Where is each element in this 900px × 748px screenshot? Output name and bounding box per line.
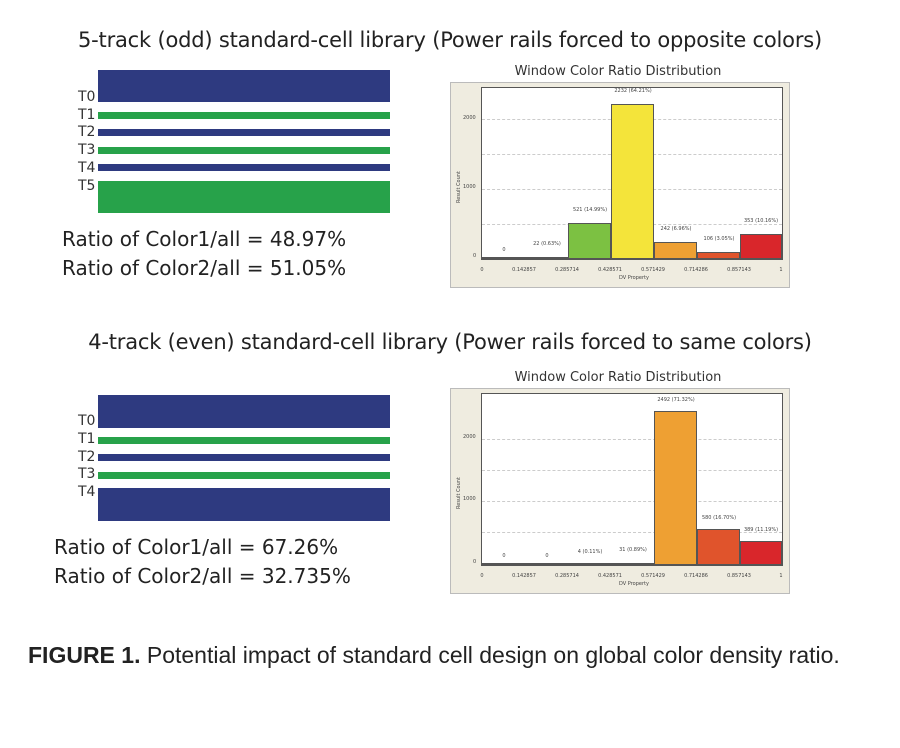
bar-label: 22 (0.63%) [533,241,561,247]
ytick: 1000 [463,496,476,502]
bar [654,411,697,565]
bar [697,529,740,565]
bar [740,234,782,259]
track-label: T0 [78,413,96,429]
track-label: T3 [78,466,96,482]
xtick: 0.428571 [598,573,622,579]
xtick: 0.571429 [641,267,665,273]
xtick: 0.714286 [684,267,708,273]
chart-1-plot: 0 22 (0.63%) 521 (14.99%) 2232 (64.21%) … [481,87,783,260]
track-bar-t2 [98,129,390,136]
bar [654,242,697,259]
track-label: T2 [78,449,96,465]
track-bar-t4 [98,164,390,171]
track-bar-t5 [98,181,390,213]
section-2-title: 4-track (even) standard-cell library (Po… [88,330,812,354]
track-label: T2 [78,124,96,140]
bar-label: 4 (0.11%) [577,549,603,555]
xtick: 1 [779,573,783,579]
xtick: 0.142857 [512,573,536,579]
track-bar-t2 [98,454,390,461]
track-bar-t3 [98,472,390,479]
ratio-color2-4-track: Ratio of Color2/all = 32.735% [54,564,351,588]
bar [482,563,525,565]
track-diagram-4-track: T0 T1 T2 T3 T4 [60,390,390,525]
bar-label: 0 [502,553,506,559]
bar [611,104,654,259]
ratio-color1-4-track: Ratio of Color1/all = 67.26% [54,535,339,559]
track-label: T4 [78,160,96,176]
section-1-title: 5-track (odd) standard-cell library (Pow… [78,28,822,52]
track-bar-t1 [98,112,390,119]
track-label: T5 [78,178,96,194]
chart-2-title: Window Color Ratio Distribution [514,370,722,385]
xtick: 0.857143 [727,573,751,579]
bar-label: 2492 (71.32%) [657,397,695,403]
track-label: T1 [78,107,96,123]
xtick: 0 [480,573,484,579]
track-bar-t0 [98,70,390,102]
bar-label: 242 (6.96%) [660,226,692,232]
caption-label: FIGURE 1. [28,642,141,668]
track-label: T1 [78,431,96,447]
track-label: T0 [78,89,96,105]
ytick: 0 [473,253,477,259]
bar-label: 2232 (64.21%) [614,88,652,94]
bar [525,257,568,259]
ytick: 0 [473,559,477,565]
track-label: T3 [78,142,96,158]
bar-label: 389 (11.19%) [743,527,779,533]
ytick: 1000 [463,184,476,190]
ytick: 2000 [463,434,476,440]
chart-1-title: Window Color Ratio Distribution [514,64,722,79]
track-label: T4 [78,484,96,500]
bar-label: 0 [545,553,549,559]
figure-caption: FIGURE 1. Potential impact of standard c… [28,640,868,670]
bar [568,223,611,259]
ytick: 2000 [463,115,476,121]
bar [482,257,525,259]
bar-label: 0 [502,247,506,253]
xtick: 0.428571 [598,267,622,273]
bar [611,563,654,565]
chart-2-frame: Result Count 2000 1000 0 0 0 4 (0.11%) 3… [450,388,790,594]
caption-text: Potential impact of standard cell design… [140,642,840,668]
xtick: 0.142857 [512,267,536,273]
bar [568,563,611,565]
xtick: 0.857143 [727,267,751,273]
xtick: 0.285714 [555,267,579,273]
chart-2-plot: 0 0 4 (0.11%) 31 (0.89%) 2492 (71.32%) 5… [481,393,783,566]
bar-label: 521 (14.99%) [572,207,608,213]
ratio-color2-5-track: Ratio of Color2/all = 51.05% [62,256,347,280]
chart-2-xlabel: DV Property [619,581,649,587]
xtick: 0 [480,267,484,273]
bar [740,541,782,565]
bar-label: 106 (3.05%) [703,236,735,242]
xtick: 1 [779,267,783,273]
track-bar-t1 [98,437,390,444]
xtick: 0.571429 [641,573,665,579]
ratio-color1-5-track: Ratio of Color1/all = 48.97% [62,227,347,251]
bar-label: 580 (16.70%) [701,515,737,521]
bar [525,563,568,565]
track-diagram-5-track: T0 T1 T2 T3 T4 T5 [60,68,390,216]
chart-2-ylabel: Result Count [456,477,462,509]
bar [697,252,740,259]
track-bar-t3 [98,147,390,154]
chart-1-xlabel: DV Property [619,275,649,281]
track-bar-t4 [98,488,390,521]
bar-label: 353 (10.16%) [743,218,779,224]
chart-1-ylabel: Result Count [456,171,462,203]
chart-1-frame: Result Count 2000 1000 0 0 22 (0.63%) 52… [450,82,790,288]
track-bar-t0 [98,395,390,428]
xtick: 0.714286 [684,573,708,579]
bar-label: 31 (0.89%) [619,547,647,553]
xtick: 0.285714 [555,573,579,579]
